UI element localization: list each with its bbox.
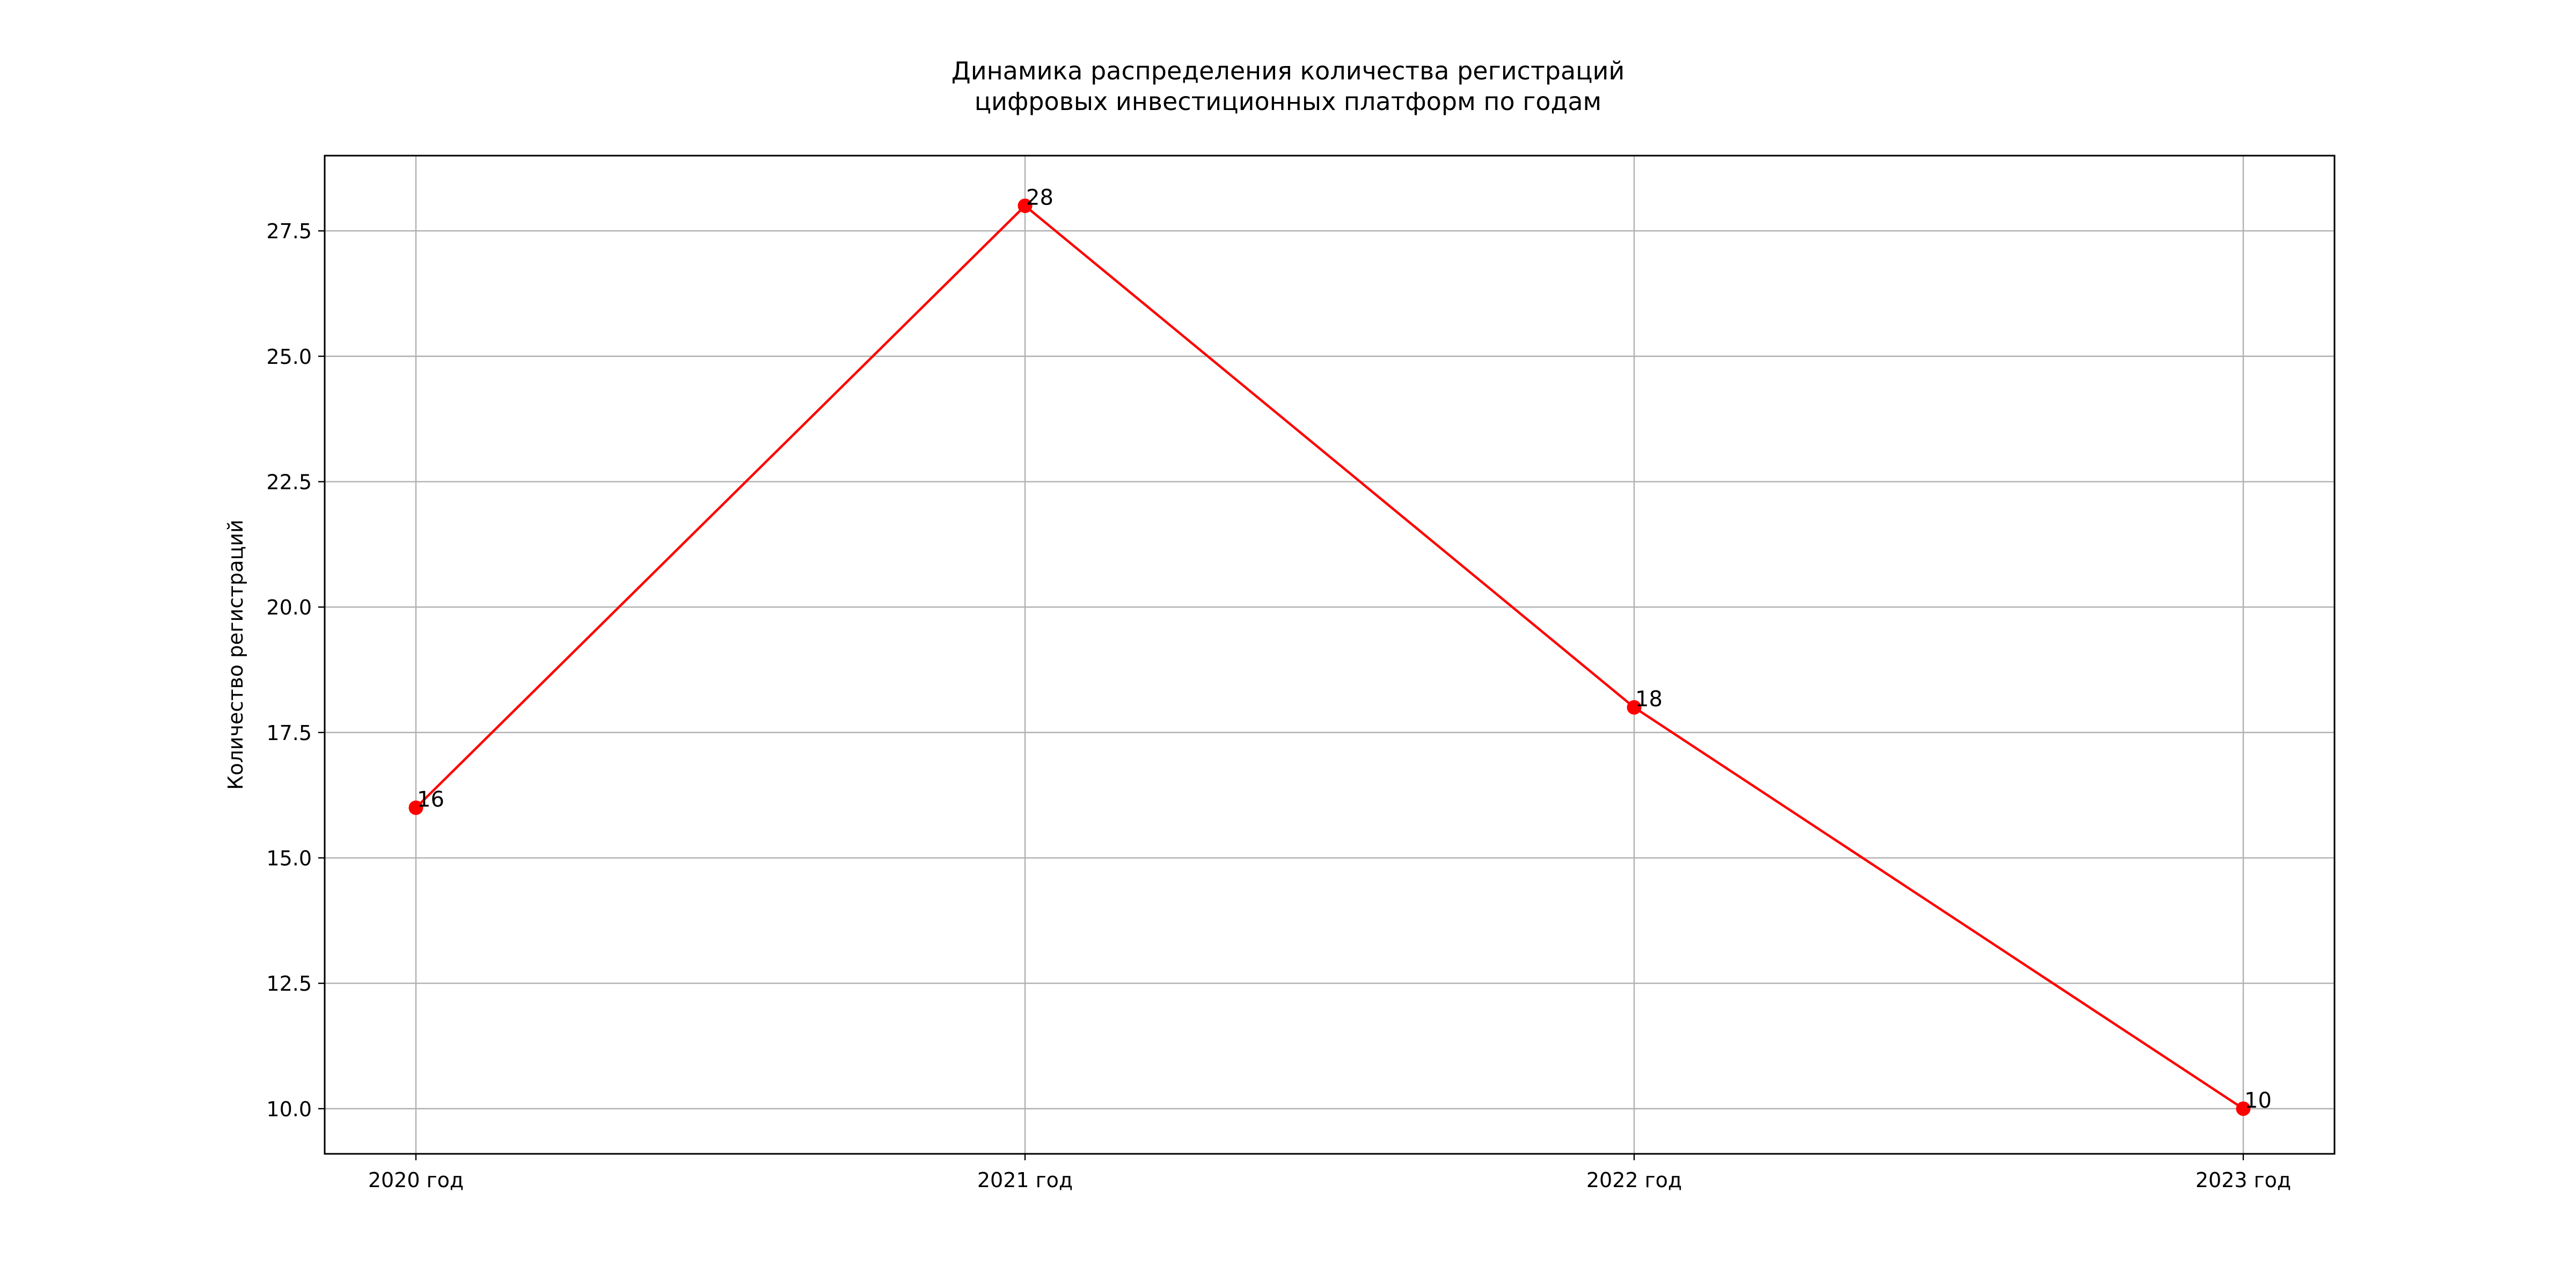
data-point-marker [1018,198,1033,213]
data-label: 18 [1635,687,1663,712]
y-tick-label: 10.0 [266,1097,312,1121]
x-axis: 2020 год 2021 год 2022 год 2023 год [368,1154,2291,1192]
grid [325,156,2334,1154]
y-tick-label: 22.5 [266,471,312,494]
series-line [415,204,2244,1110]
y-tick-label: 17.5 [266,721,312,745]
data-point-marker [408,800,423,815]
y-tick-label: 15.0 [266,847,312,870]
data-point-marker [1627,700,1642,715]
chart-title-line-2: цифровых инвестиционных платформ по года… [975,87,1602,116]
plot-area-frame [324,155,2336,1155]
data-label: 10 [2244,1088,2272,1113]
chart-title-line-1: Динамика распределения количества регист… [952,56,1624,85]
x-tick-label: 2021 год [977,1168,1073,1192]
data-label-layer: 16 28 18 10 [417,185,2272,1113]
y-tick-label: 20.0 [266,596,312,619]
x-tick-label: 2023 год [2196,1168,2291,1192]
data-point-marker [2236,1101,2251,1116]
x-tick-label: 2020 год [368,1168,464,1192]
y-axis: 10.0 12.5 15.0 17.5 20.0 22.5 25.0 27.5 [266,219,325,1121]
marker-layer [408,198,2251,1116]
x-tick-label: 2022 год [1586,1168,1682,1192]
series-line-layer [415,204,2244,1110]
y-tick-label: 12.5 [266,972,312,996]
y-tick-label: 25.0 [266,345,312,369]
data-label: 28 [1026,185,1053,210]
data-label: 16 [417,787,444,812]
y-tick-label: 27.5 [266,219,312,243]
y-axis-label: Количество регистраций [224,519,247,790]
